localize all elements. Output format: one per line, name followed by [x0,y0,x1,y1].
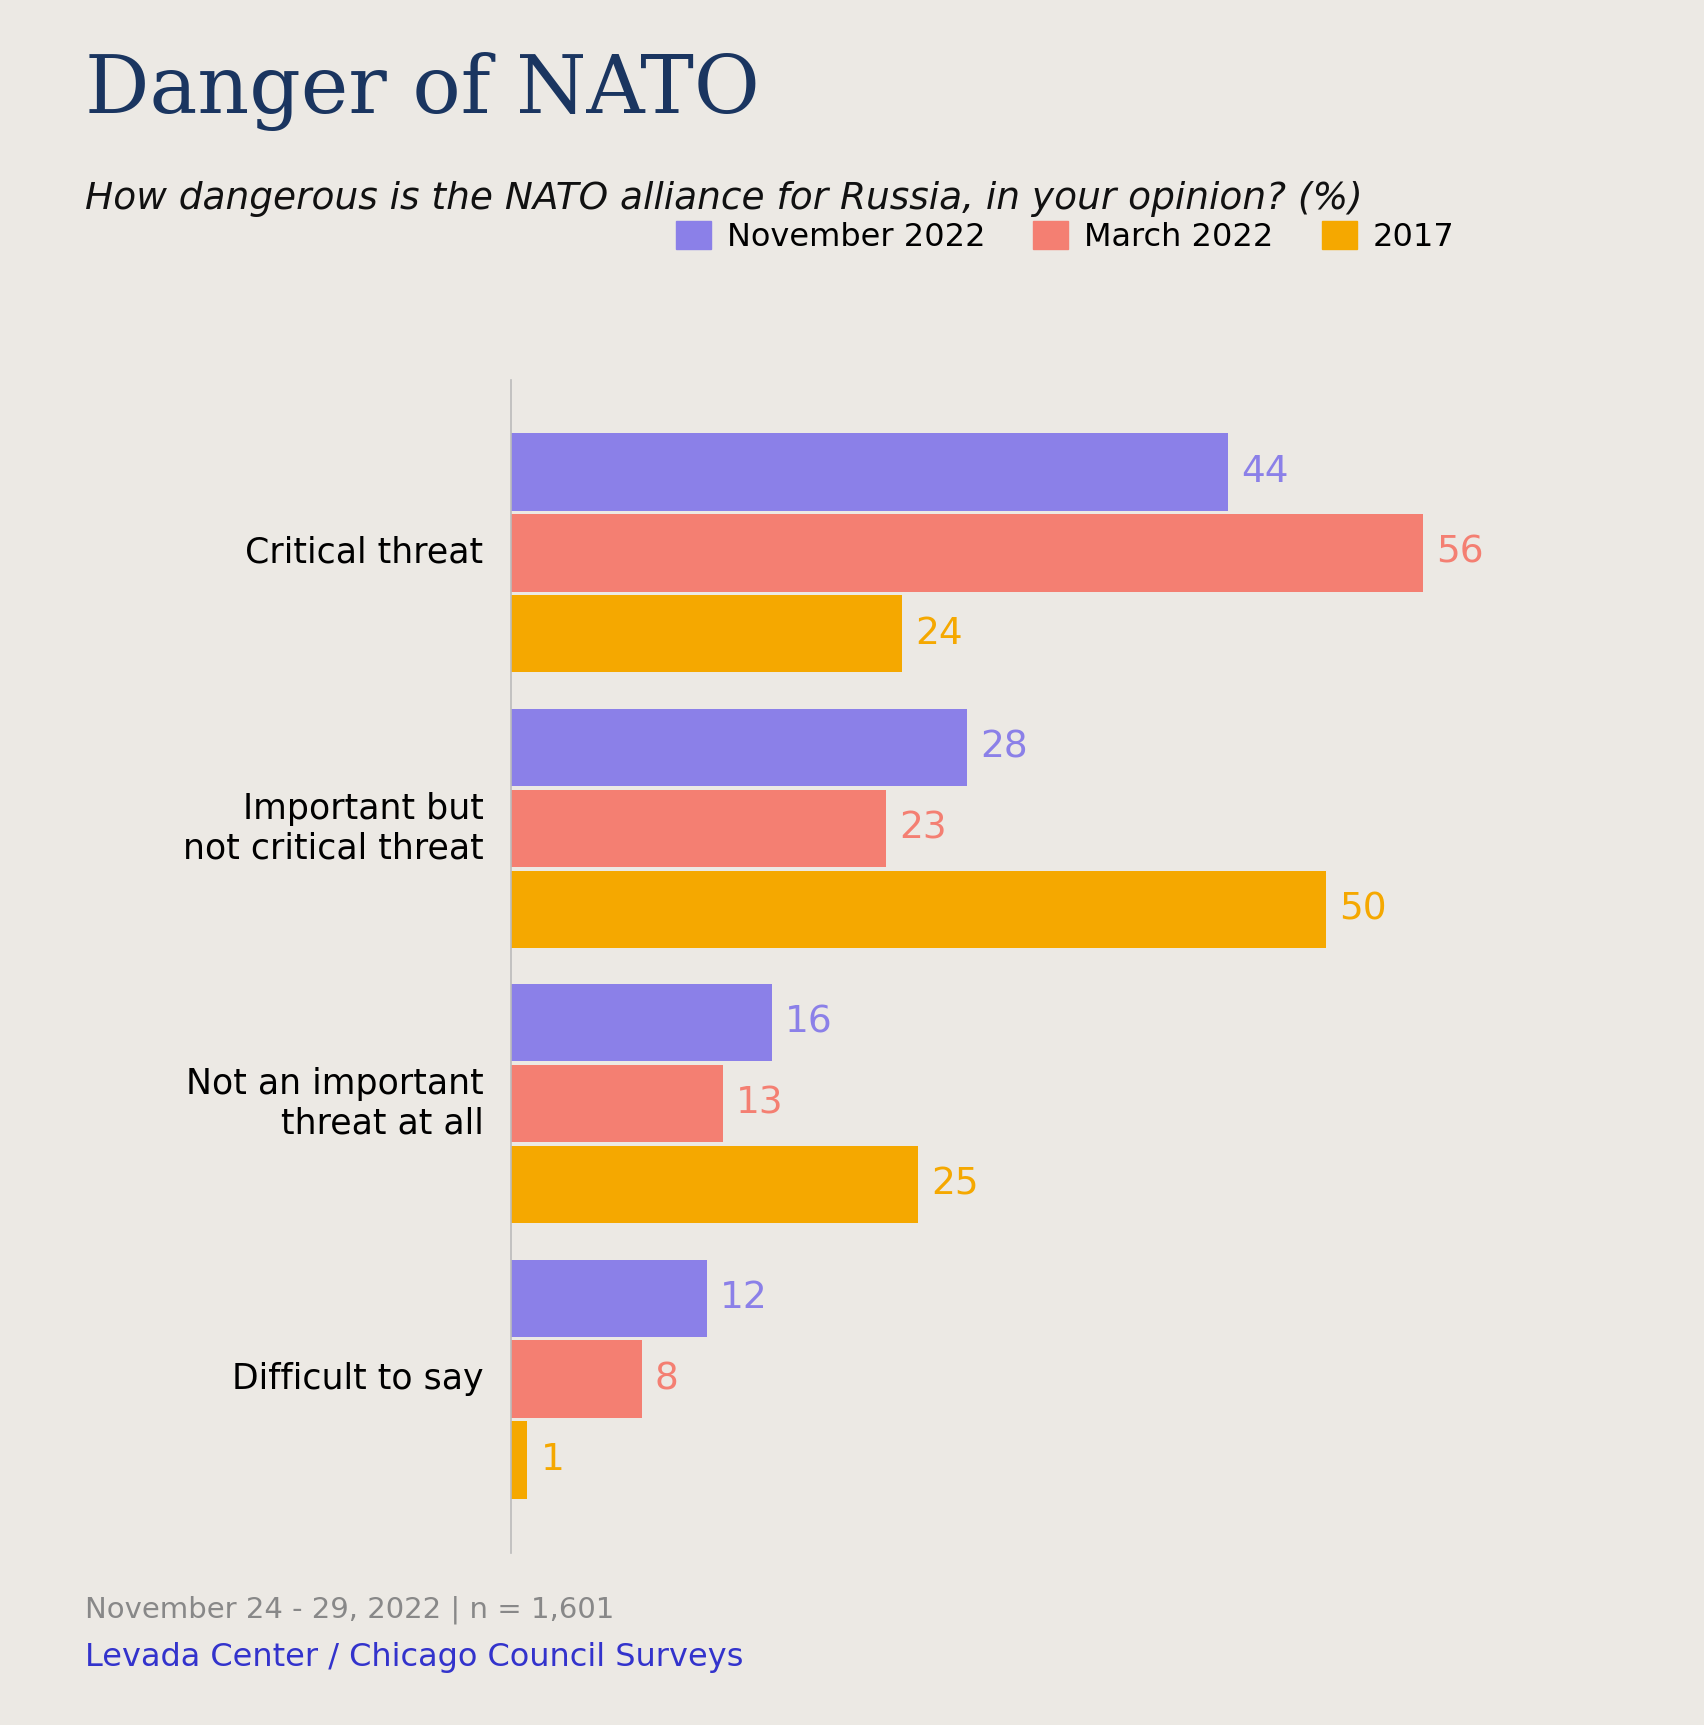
Text: November 24 - 29, 2022 | n = 1,601: November 24 - 29, 2022 | n = 1,601 [85,1596,615,1625]
Bar [511,1421,528,1499]
Text: 56: 56 [1436,535,1484,571]
Text: 1: 1 [540,1442,564,1478]
Text: 23: 23 [900,811,946,847]
Bar [511,1340,641,1418]
Bar [511,871,1326,947]
Bar [511,433,1229,511]
Bar [511,595,901,673]
Bar [511,514,1423,592]
Bar [511,1064,722,1142]
Text: Danger of NATO: Danger of NATO [85,52,760,131]
Text: Levada Center / Chicago Council Surveys: Levada Center / Chicago Council Surveys [85,1642,743,1673]
Text: 44: 44 [1241,454,1288,490]
Text: 50: 50 [1339,892,1387,928]
Text: 25: 25 [932,1166,980,1202]
Bar [511,985,772,1061]
Text: How dangerous is the NATO alliance for Russia, in your opinion? (%): How dangerous is the NATO alliance for R… [85,181,1363,217]
Legend: November 2022, March 2022, 2017: November 2022, March 2022, 2017 [663,207,1467,266]
Bar [511,790,886,868]
Bar [511,1259,707,1337]
Text: 16: 16 [786,1004,833,1040]
Bar [511,1145,918,1223]
Text: 28: 28 [980,730,1028,766]
Text: 12: 12 [719,1280,767,1316]
Text: 24: 24 [915,616,963,652]
Text: 13: 13 [736,1085,784,1121]
Text: 8: 8 [654,1361,678,1397]
Bar [511,709,968,787]
